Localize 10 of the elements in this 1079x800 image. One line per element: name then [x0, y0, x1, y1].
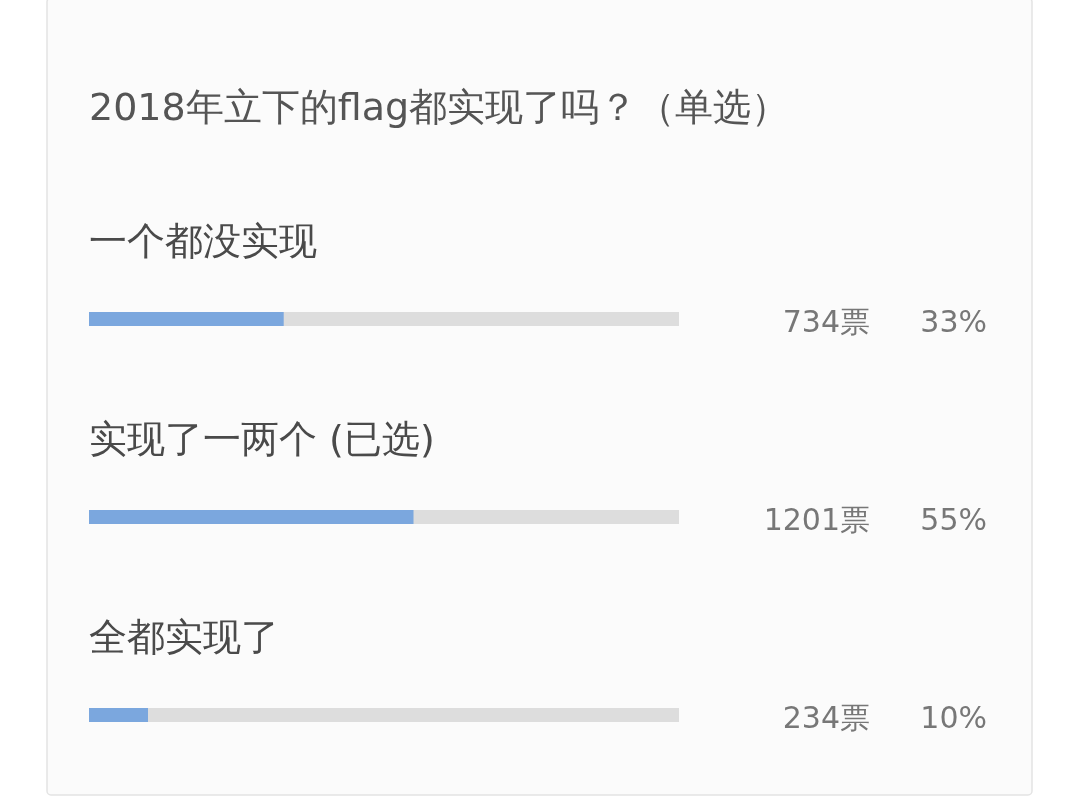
chart-title: 2018年立下的flag都实现了吗？（单选）	[89, 85, 790, 129]
y-tick-label: 全都实现了	[89, 615, 279, 659]
data-label: 33%	[920, 304, 987, 339]
text: 734票	[782, 304, 870, 339]
data-label: 55%	[920, 502, 987, 537]
y-tick-label: 一个都没实现	[89, 219, 317, 263]
text: 1201票	[763, 502, 870, 537]
data-label: 10%	[920, 700, 987, 735]
text: 234票	[782, 700, 870, 735]
y-tick-label: 实现了一两个 (已选)	[89, 417, 435, 461]
